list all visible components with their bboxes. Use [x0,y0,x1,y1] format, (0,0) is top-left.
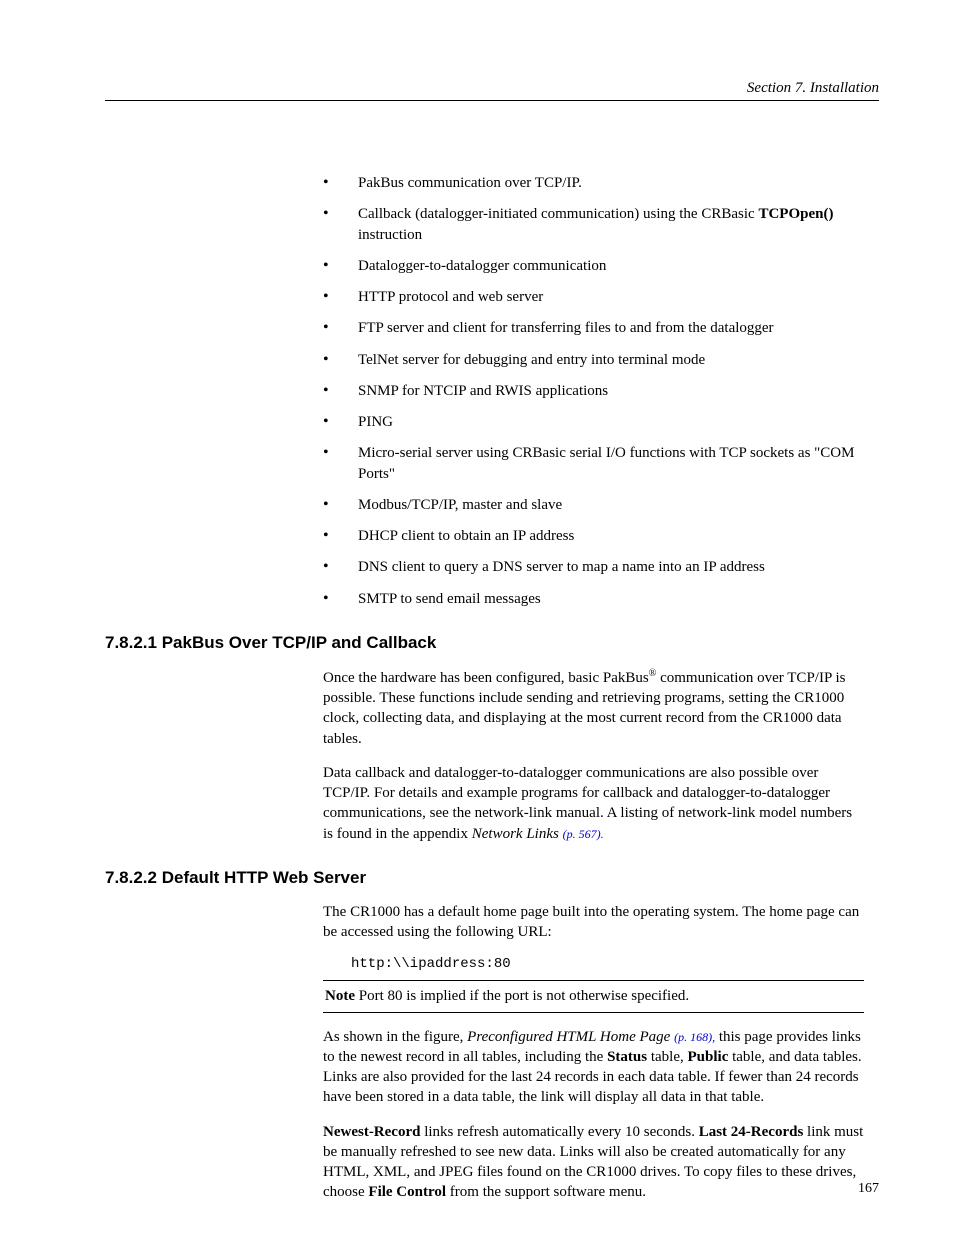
list-item: SNMP for NTCIP and RWIS applications [323,381,864,401]
list-item: PakBus communication over TCP/IP. [323,173,864,193]
list-item: Datalogger-to-datalogger communication [323,256,864,276]
list-item: FTP server and client for transferring f… [323,318,864,338]
document-page: Section 7. Installation PakBus communica… [0,0,954,1257]
list-item: Callback (datalogger-initiated communica… [323,204,864,245]
section-heading-7822: 7.8.2.2 Default HTTP Web Server [105,868,879,888]
paragraph: As shown in the figure, Preconfigured HT… [323,1027,864,1108]
feature-bullet-list: PakBus communication over TCP/IP. Callba… [323,173,864,609]
list-item: TelNet server for debugging and entry in… [323,350,864,370]
paragraph: Newest-Record links refresh automaticall… [323,1122,864,1203]
list-item: SMTP to send email messages [323,589,864,609]
code-url: http:\\ipaddress:80 [351,956,864,972]
list-item: Micro-serial server using CRBasic serial… [323,443,864,484]
page-number: 167 [858,1181,879,1197]
running-header: Section 7. Installation [105,80,879,101]
list-item: Modbus/TCP/IP, master and slave [323,495,864,515]
header-section-label: Section 7. Installation [747,80,879,96]
list-item: DNS client to query a DNS server to map … [323,557,864,577]
paragraph: Once the hardware has been configured, b… [323,667,864,749]
section-7821-body: Once the hardware has been configured, b… [323,667,864,844]
note-box: Note Port 80 is implied if the port is n… [323,980,864,1012]
section-heading-7821: 7.8.2.1 PakBus Over TCP/IP and Callback [105,633,879,653]
section-7822-body: The CR1000 has a default home page built… [323,902,864,1203]
list-item: PING [323,412,864,432]
list-item: DHCP client to obtain an IP address [323,526,864,546]
paragraph: Data callback and datalogger-to-datalogg… [323,763,864,844]
list-item: HTTP protocol and web server [323,287,864,307]
paragraph: The CR1000 has a default home page built… [323,902,864,943]
